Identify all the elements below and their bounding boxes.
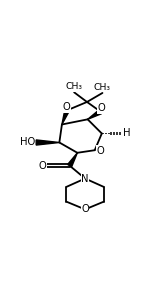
Text: O: O [97,103,105,113]
Text: CH₃: CH₃ [66,82,83,91]
Text: O: O [81,204,89,214]
Text: H: H [123,128,130,139]
Polygon shape [62,110,69,124]
Polygon shape [88,110,102,119]
Text: HO: HO [20,137,35,148]
Text: N: N [81,173,89,184]
Text: CH₃: CH₃ [94,83,111,92]
Polygon shape [36,140,59,145]
Text: O: O [63,102,70,112]
Text: O: O [39,161,46,171]
Text: O: O [97,146,104,156]
Polygon shape [68,153,77,167]
